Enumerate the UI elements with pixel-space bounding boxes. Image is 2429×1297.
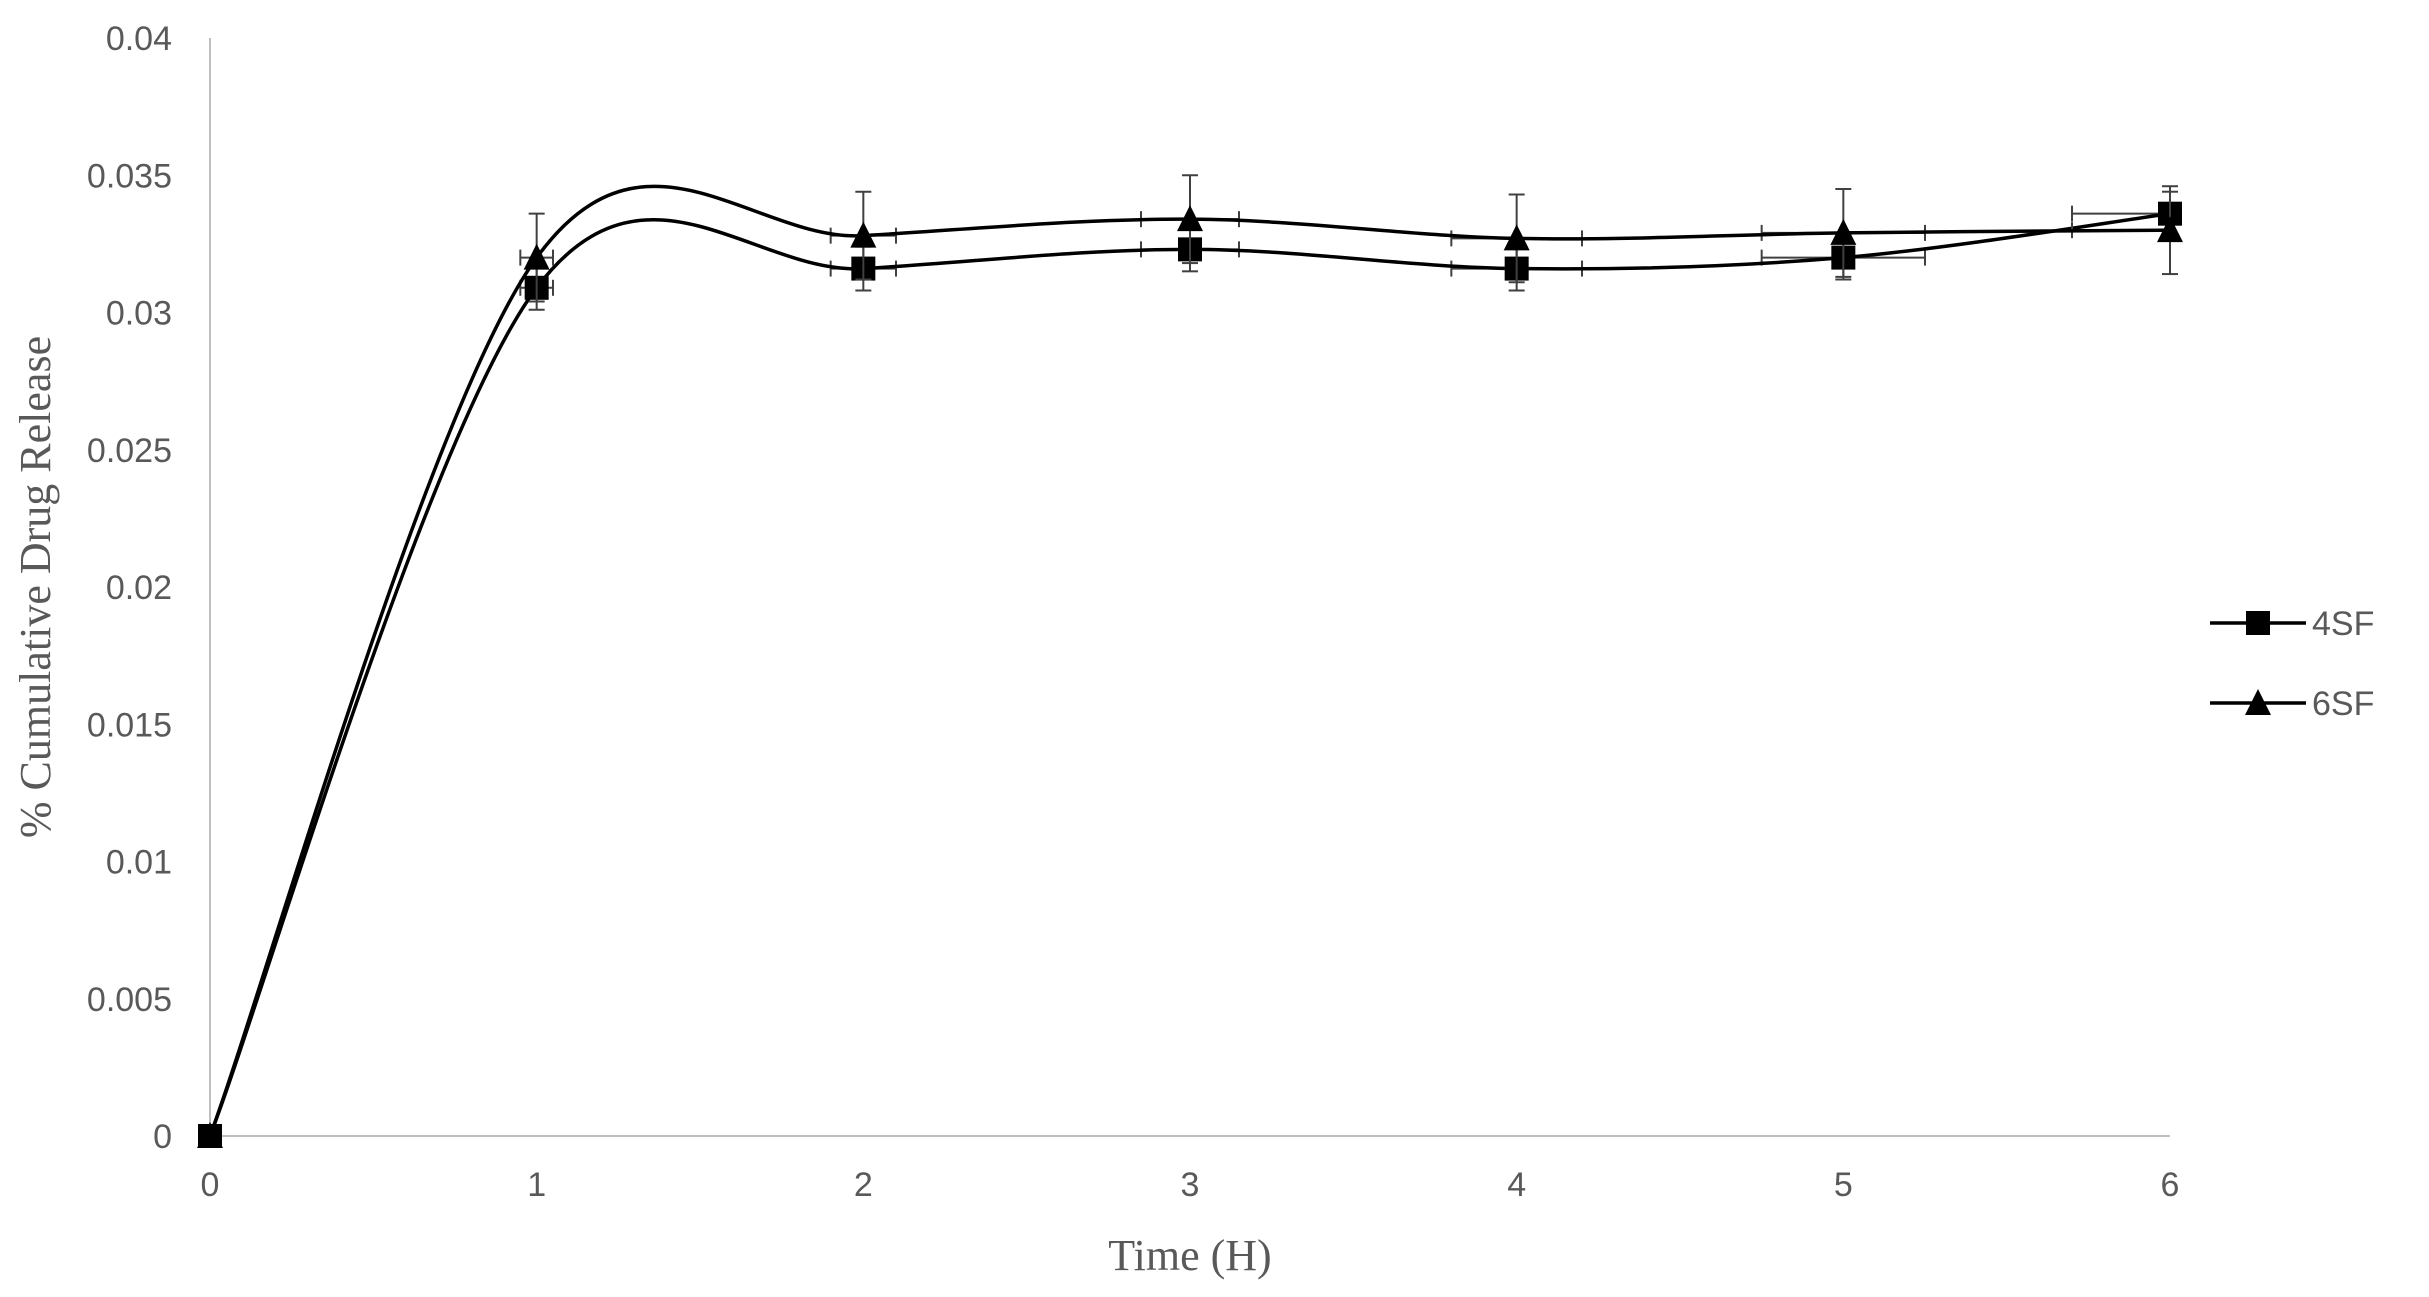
legend-label: 6SF [2312, 685, 2374, 723]
y-tick-label: 0.015 [87, 706, 172, 744]
x-tick-label: 3 [1181, 1166, 1200, 1204]
legend-item-6SF: 6SF [2210, 685, 2374, 723]
y-tick-label: 0.03 [106, 295, 172, 333]
axes [209, 38, 2170, 1137]
square-marker [2246, 611, 2270, 635]
x-tick-label: 0 [201, 1166, 220, 1204]
x-tick-label: 5 [1834, 1166, 1853, 1204]
series-layer [197, 174, 2183, 1148]
triangle-marker [1177, 205, 1203, 232]
x-tick-label: 1 [527, 1166, 546, 1204]
y-tick-label: 0.02 [106, 569, 172, 607]
triangle-marker [2157, 216, 2183, 243]
triangle-marker [197, 1122, 223, 1148]
legend-label: 4SF [2312, 605, 2374, 643]
x-axis-title: Time (H) [1108, 1231, 1271, 1280]
legend-item-4SF: 4SF [2210, 605, 2374, 643]
series-4SF [198, 190, 2182, 1148]
triangle-marker [2245, 689, 2271, 715]
x-tick-label: 2 [854, 1166, 873, 1204]
y-tick-labels: 0 0.005 0.01 0.015 0.02 0.025 0.03 0.035 0.04 [87, 20, 172, 1156]
y-tick-label: 0 [153, 1118, 172, 1156]
x-tick-label: 4 [1507, 1166, 1526, 1204]
y-tick-label: 0.025 [87, 432, 172, 470]
triangle-marker [1830, 218, 1857, 245]
series-line-4SF [208, 211, 2171, 1137]
y-axis-title: % Cumulative Drug Release [11, 336, 60, 838]
series-line-6SF [208, 184, 2171, 1137]
y-tick-label: 0.035 [87, 157, 172, 195]
series-6SF [197, 174, 2183, 1148]
x-tick-labels: 0 1 2 3 4 5 6 [201, 1166, 2180, 1204]
y-tick-label: 0.005 [87, 981, 172, 1019]
x-tick-label: 6 [2161, 1166, 2180, 1204]
legend: 4SF 6SF [2210, 605, 2374, 723]
triangle-marker [523, 243, 550, 270]
triangle-marker [850, 221, 877, 248]
triangle-marker [1503, 224, 1530, 251]
y-tick-label: 0.01 [106, 844, 172, 882]
y-tick-label: 0.04 [106, 20, 172, 58]
